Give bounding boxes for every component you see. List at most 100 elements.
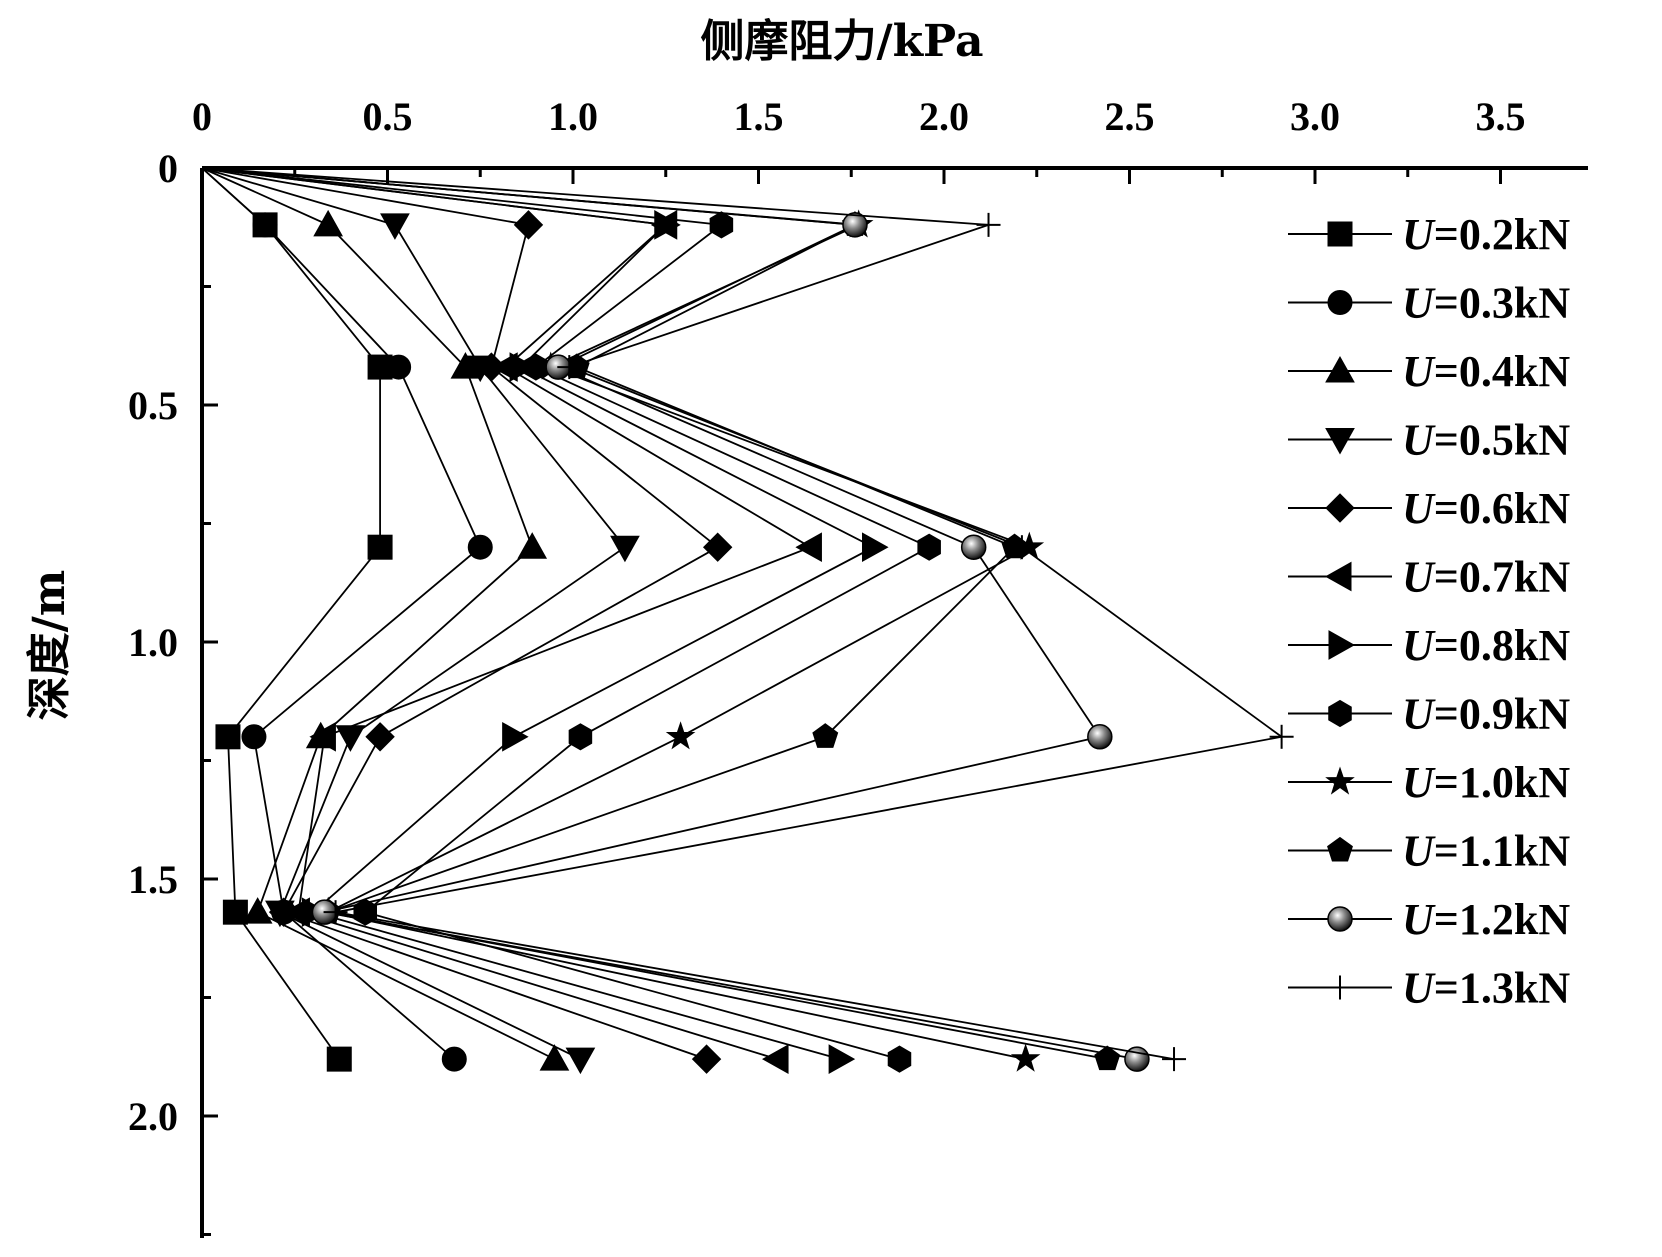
series-U=0.5kN — [201, 167, 640, 1075]
data-point — [812, 723, 839, 748]
legend-label-value: =0.9kN — [1434, 690, 1571, 739]
series-U=0.6kN — [201, 167, 733, 1074]
series-U=0.4kN — [201, 167, 570, 1071]
legend-item: U=0.3kN — [1288, 279, 1570, 328]
data-point — [517, 532, 548, 559]
legend-label-value: =1.3kN — [1434, 964, 1571, 1013]
legend-label-variable: U — [1402, 416, 1436, 465]
legend-label-value: =0.5kN — [1434, 416, 1571, 465]
legend-marker — [1325, 355, 1355, 383]
legend-label-variable: U — [1402, 484, 1436, 533]
legend-marker — [1325, 428, 1355, 455]
x-tick-label: 3.5 — [1476, 94, 1526, 139]
legend-label-variable: U — [1402, 279, 1436, 328]
legend-item: U=1.0kN — [1288, 758, 1570, 807]
legend-item: U=0.5kN — [1288, 416, 1570, 465]
data-point — [795, 532, 822, 563]
legend-label: U=1.1kN — [1402, 827, 1570, 876]
series-U=0.7kN — [201, 167, 822, 1074]
legend-item: U=0.7kN — [1288, 553, 1570, 602]
x-tick-label: 2.5 — [1105, 94, 1155, 139]
legend-label-value: =0.6kN — [1434, 484, 1571, 533]
data-point — [241, 724, 267, 750]
legend-marker — [1325, 766, 1355, 795]
legend-item: U=1.2kN — [1288, 895, 1570, 944]
data-point-body — [1087, 724, 1113, 750]
data-point — [1087, 724, 1113, 750]
x-tick-label: 1.5 — [734, 94, 784, 139]
data-point — [610, 535, 640, 563]
data-point — [702, 532, 733, 562]
legend-item: U=0.2kN — [1288, 210, 1570, 259]
legend-label: U=0.4kN — [1402, 347, 1570, 396]
data-point — [762, 1044, 789, 1074]
data-point — [524, 353, 548, 381]
x-tick-label: 3.0 — [1290, 94, 1340, 139]
series-layer — [201, 167, 1294, 1075]
y-tick-label: 2.0 — [128, 1094, 178, 1139]
data-point — [691, 1044, 722, 1074]
legend-label-value: =1.0kN — [1434, 758, 1571, 807]
data-point — [323, 900, 348, 925]
data-point — [1009, 535, 1034, 560]
data-point — [380, 213, 410, 240]
legend-marker — [1327, 836, 1353, 862]
series-line — [201, 167, 555, 1060]
legend-marker — [1327, 906, 1353, 932]
series-U=0.2kN — [201, 167, 393, 1072]
x-tick-label: 2.0 — [919, 94, 969, 139]
legend-marker — [1328, 630, 1356, 660]
data-point — [252, 212, 278, 238]
legend-item: U=0.4kN — [1288, 347, 1570, 396]
legend-label-variable: U — [1402, 690, 1436, 739]
data-point — [242, 897, 273, 924]
data-point — [862, 532, 889, 563]
y-tick-label: 0.5 — [128, 383, 178, 428]
legend: U=0.2kNU=0.3kNU=0.4kNU=0.5kNU=0.6kNU=0.7… — [1288, 210, 1570, 1013]
x-axis-title: 侧摩阻力/kPa — [701, 16, 984, 67]
series-line — [201, 167, 381, 1060]
data-point-body — [960, 534, 987, 560]
legend-marker — [1327, 221, 1353, 247]
data-point — [509, 352, 537, 382]
data-point — [502, 721, 529, 752]
legend-label: U=0.2kN — [1402, 210, 1570, 259]
legend-label: U=0.7kN — [1402, 553, 1570, 602]
data-point — [1162, 1047, 1187, 1072]
data-point — [539, 1044, 570, 1071]
x-tick-label: 0 — [192, 94, 212, 139]
legend-item: U=1.3kN — [1288, 964, 1570, 1013]
data-point — [326, 1046, 352, 1072]
data-point — [887, 1045, 912, 1073]
data-point — [1269, 724, 1294, 749]
data-point — [565, 1047, 596, 1075]
data-point — [828, 1044, 856, 1074]
data-point — [215, 724, 241, 750]
legend-label-value: =0.3kN — [1434, 279, 1571, 328]
data-point — [513, 210, 544, 240]
series-U=1.3kN — [201, 167, 1294, 1072]
data-point — [976, 212, 1001, 237]
data-point — [665, 721, 696, 750]
data-point — [441, 1046, 467, 1072]
legend-label-variable: U — [1402, 621, 1436, 670]
legend-label-value: =1.2kN — [1434, 895, 1571, 944]
data-point — [842, 212, 868, 238]
legend-label: U=0.8kN — [1402, 621, 1570, 670]
legend-label-value: =0.2kN — [1434, 210, 1571, 259]
legend-label-variable: U — [1402, 553, 1436, 602]
series-line — [201, 167, 932, 1060]
legend-label: U=1.0kN — [1402, 758, 1570, 807]
data-point-body — [842, 212, 868, 238]
legend-label: U=0.5kN — [1402, 416, 1570, 465]
legend-item: U=0.6kN — [1288, 484, 1570, 533]
axes: 0 0.5 1.0 1.5 2.0 2.5 3.0 3.5 0 0.5 1.0 1.5 2.0 — [128, 94, 1588, 1238]
y-tick-label: 0 — [158, 146, 178, 191]
legend-marker — [1328, 975, 1352, 1000]
y-tick-label: 1.0 — [128, 620, 178, 665]
data-point — [386, 354, 412, 380]
data-point — [222, 899, 248, 925]
legend-label-variable: U — [1402, 347, 1436, 396]
legend-label-variable: U — [1402, 210, 1436, 259]
